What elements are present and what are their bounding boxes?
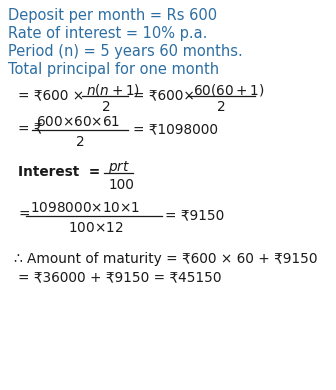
Text: = ₹1098000: = ₹1098000 bbox=[133, 122, 218, 136]
Text: $1098000{\times}10{\times}1$: $1098000{\times}10{\times}1$ bbox=[30, 201, 140, 215]
Text: $prt$: $prt$ bbox=[108, 159, 130, 176]
Text: Deposit per month = Rs 600: Deposit per month = Rs 600 bbox=[8, 8, 217, 23]
Text: 2: 2 bbox=[217, 100, 226, 114]
Text: = ₹600×: = ₹600× bbox=[133, 88, 195, 102]
Text: $60(60+1)$: $60(60+1)$ bbox=[193, 82, 264, 98]
Text: = ₹36000 + ₹9150 = ₹45150: = ₹36000 + ₹9150 = ₹45150 bbox=[18, 270, 221, 284]
Text: =: = bbox=[18, 208, 30, 222]
Text: = ₹9150: = ₹9150 bbox=[165, 208, 224, 222]
Text: $600{\times}60{\times}61$: $600{\times}60{\times}61$ bbox=[36, 115, 120, 129]
Text: = ₹: = ₹ bbox=[18, 122, 42, 136]
Text: $n(n+1)$: $n(n+1)$ bbox=[86, 82, 140, 98]
Text: $100{\times}12$: $100{\times}12$ bbox=[68, 221, 123, 235]
Text: Period (n) = 5 years 60 months.: Period (n) = 5 years 60 months. bbox=[8, 44, 243, 59]
Text: 2: 2 bbox=[102, 100, 111, 114]
Text: 2: 2 bbox=[76, 135, 85, 149]
Text: Total principal for one month: Total principal for one month bbox=[8, 62, 219, 77]
Text: 100: 100 bbox=[109, 178, 135, 192]
Text: Interest  =: Interest = bbox=[18, 165, 105, 179]
Text: Rate of interest = 10% p.a.: Rate of interest = 10% p.a. bbox=[8, 26, 207, 41]
Text: = ₹600 ×: = ₹600 × bbox=[18, 88, 84, 102]
Text: ∴ Amount of maturity = ₹600 × 60 + ₹9150: ∴ Amount of maturity = ₹600 × 60 + ₹9150 bbox=[14, 252, 318, 266]
